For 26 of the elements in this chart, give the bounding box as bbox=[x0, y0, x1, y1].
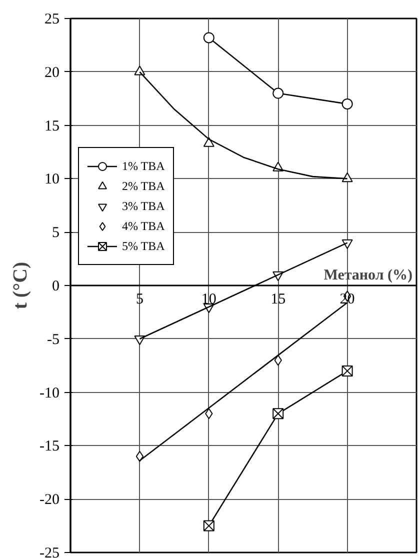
y-tick-label: 10 bbox=[44, 172, 60, 188]
legend-label: 1% TBA bbox=[122, 158, 165, 174]
point bbox=[342, 365, 353, 376]
point bbox=[272, 88, 284, 99]
y-tick-label: 5 bbox=[52, 225, 60, 242]
y-tick-label: -5 bbox=[47, 332, 60, 348]
y-axis-title: t (°C) bbox=[10, 262, 32, 310]
y-tick-label: -10 bbox=[40, 385, 60, 402]
point bbox=[272, 408, 284, 420]
point bbox=[203, 137, 214, 147]
y-tick-label: -20 bbox=[40, 492, 60, 508]
legend-label: 5% TBA bbox=[122, 238, 165, 254]
y-tick-label: 15 bbox=[44, 118, 60, 134]
y-tick-label: 20 bbox=[44, 64, 60, 81]
legend-label: 3% TBA bbox=[122, 198, 165, 214]
legend-label: 4% TBA bbox=[122, 218, 165, 234]
point bbox=[342, 98, 353, 110]
y-tick-label: -25 bbox=[40, 546, 60, 558]
legend-label: 2% TBA bbox=[122, 178, 165, 194]
y-tick-label: 25 bbox=[44, 12, 60, 28]
point bbox=[136, 450, 144, 462]
point bbox=[203, 32, 214, 44]
y-tick-label: -15 bbox=[40, 438, 60, 455]
point bbox=[203, 520, 214, 532]
y-tick-label: 0 bbox=[52, 278, 60, 294]
point bbox=[342, 172, 353, 182]
